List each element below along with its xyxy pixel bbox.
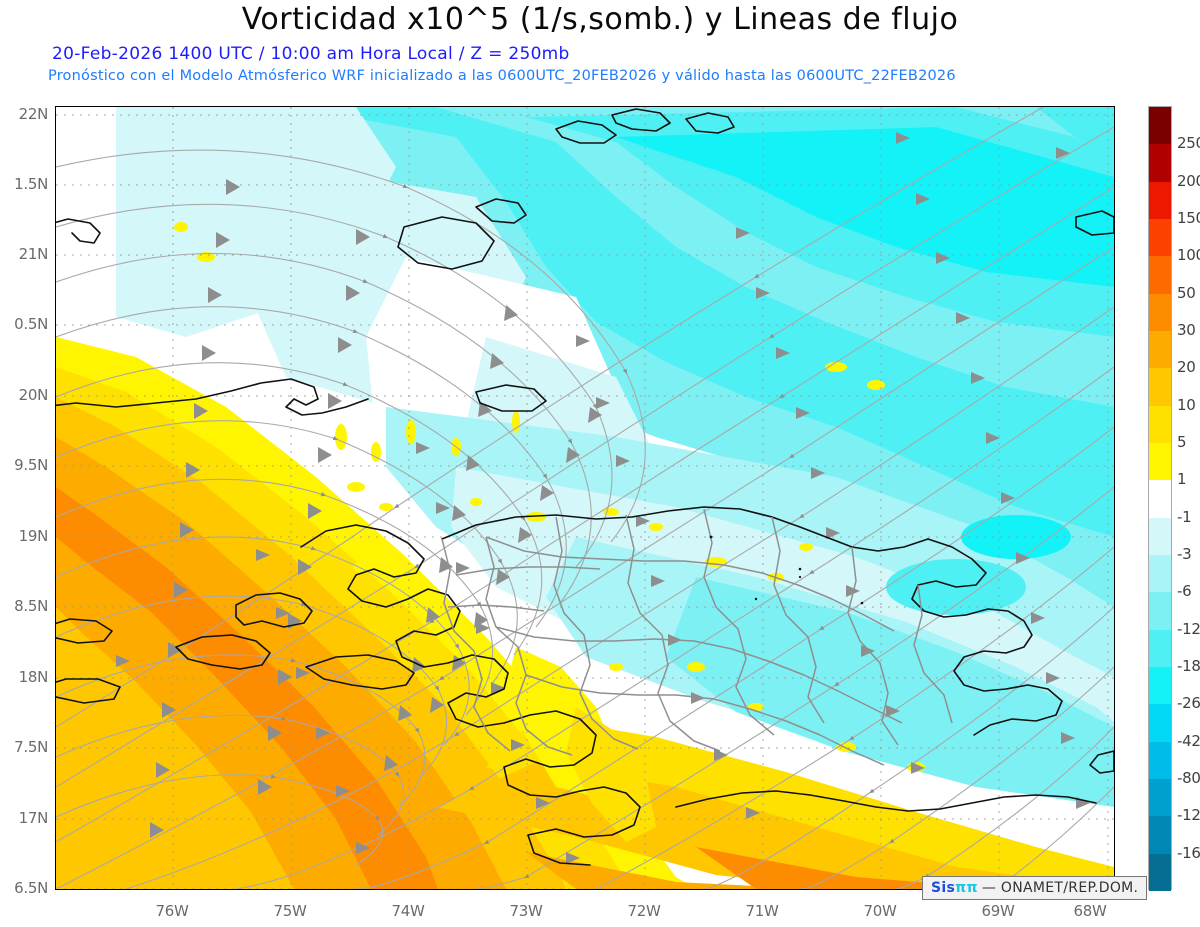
colorbar-band <box>1149 816 1171 854</box>
page-title: Vorticidad x10^5 (1/s,somb.) y Lineas de… <box>241 2 959 37</box>
y-tick-label: 1.5N <box>14 175 48 193</box>
map-plot-area[interactable] <box>55 106 1115 890</box>
attribution-watermark: Sis ππ — ONAMET/REP.DOM. <box>922 876 1148 900</box>
colorbar-tick-label: 10 <box>1177 395 1196 414</box>
sistt-brand-suffix: ππ <box>955 880 978 896</box>
colorbar-band <box>1149 144 1171 182</box>
x-tick-label: 68W <box>1073 902 1107 920</box>
colorbar-band <box>1149 554 1171 593</box>
colorbar-band <box>1149 107 1171 145</box>
colorbar-band <box>1149 704 1171 742</box>
colorbar-tick-label: 250 <box>1177 134 1200 153</box>
colorbar-band <box>1149 741 1171 779</box>
y-tick-label: 21N <box>18 245 49 263</box>
shade-neg-3a <box>116 107 396 337</box>
colorbar-tick-label: -1 <box>1177 507 1192 526</box>
colorbar-band <box>1149 368 1171 406</box>
colorbar-tick-label: 100 <box>1177 246 1200 265</box>
colorbar-tick-label: -160 <box>1177 843 1200 862</box>
colorbar-tick-label: -42 <box>1177 731 1200 750</box>
colorbar-tick-label: -120 <box>1177 806 1200 825</box>
x-tick-label: 70W <box>863 902 897 920</box>
y-tick-label: 17N <box>18 809 49 827</box>
shade-pos-30b <box>696 847 1006 889</box>
colorbar-tick-label: -18 <box>1177 657 1200 675</box>
y-tick-label: 0.5N <box>14 315 48 333</box>
y-tick-label: 19N <box>18 527 49 545</box>
colorbar-tick-label: 5 <box>1177 433 1187 451</box>
colorbar-band <box>1149 480 1171 518</box>
colorbar-band <box>1149 629 1171 667</box>
x-tick-label: 74W <box>391 902 425 920</box>
model-forecast-note: Pronóstico con el Modelo Atmósferico WRF… <box>48 68 956 84</box>
x-tick-label: 69W <box>981 902 1015 920</box>
colorbar-band <box>1149 666 1171 705</box>
colorbar-tick-label: 150 <box>1177 209 1200 227</box>
x-tick-label: 71W <box>745 902 779 920</box>
colorbar-tick-label: 30 <box>1177 321 1196 339</box>
colorbar-band <box>1149 442 1171 481</box>
colorbar-tick-label: 200 <box>1177 171 1200 190</box>
colorbar-tick-label: -80 <box>1177 769 1200 787</box>
colorbar-tick-label: -6 <box>1177 582 1192 601</box>
forecast-datetime-subtitle: 20-Feb-2026 1400 UTC / 10:00 am Hora Loc… <box>52 44 570 64</box>
x-tick-label: 76W <box>155 902 189 920</box>
colorbar-band <box>1149 405 1171 443</box>
colorbar-band <box>1149 853 1171 891</box>
y-tick-label: 20N <box>18 386 49 404</box>
colorbar-tick-label: 1 <box>1177 470 1187 489</box>
x-tick-label: 75W <box>273 902 307 920</box>
shade-pos-20c <box>526 852 1114 889</box>
y-tick-label: 18N <box>18 668 49 686</box>
colorbar-tick-label: -26 <box>1177 694 1200 713</box>
colorbar-band <box>1149 218 1171 257</box>
y-tick-label: 7.5N <box>14 738 48 756</box>
colorbar-tick-label: -12 <box>1177 619 1200 638</box>
colorbar-tick-label: -3 <box>1177 545 1192 563</box>
colorbar-band <box>1149 517 1171 555</box>
y-tick-label: 9.5N <box>14 456 48 474</box>
colorbar-band <box>1149 181 1171 219</box>
map-specks <box>709 535 864 605</box>
coastlines <box>56 108 1114 866</box>
colorbar-tick-label: 20 <box>1177 358 1196 377</box>
streamline-arrowheads <box>116 132 1090 864</box>
colorbar-band <box>1149 778 1171 817</box>
shade-pos-10b <box>56 607 294 889</box>
colorbar-band <box>1149 330 1171 369</box>
colorbar-tick-label: 50 <box>1177 283 1196 302</box>
x-tick-label: 73W <box>509 902 543 920</box>
vorticity-colorbar[interactable] <box>1148 106 1172 891</box>
agency-label: — ONAMET/REP.DOM. <box>981 880 1139 896</box>
colorbar-band <box>1149 592 1171 630</box>
vorticity-map-svg <box>56 107 1114 889</box>
y-tick-label: 8.5N <box>14 597 48 615</box>
colorbar-band <box>1149 293 1171 331</box>
x-tick-label: 72W <box>627 902 661 920</box>
shade-neg-18 <box>616 127 1114 287</box>
y-tick-label: 6.5N <box>14 879 48 897</box>
y-tick-label: 22N <box>18 105 49 123</box>
province-borders <box>441 508 953 766</box>
colorbar-band <box>1149 256 1171 294</box>
sistt-brand-prefix: Sis <box>931 880 956 896</box>
